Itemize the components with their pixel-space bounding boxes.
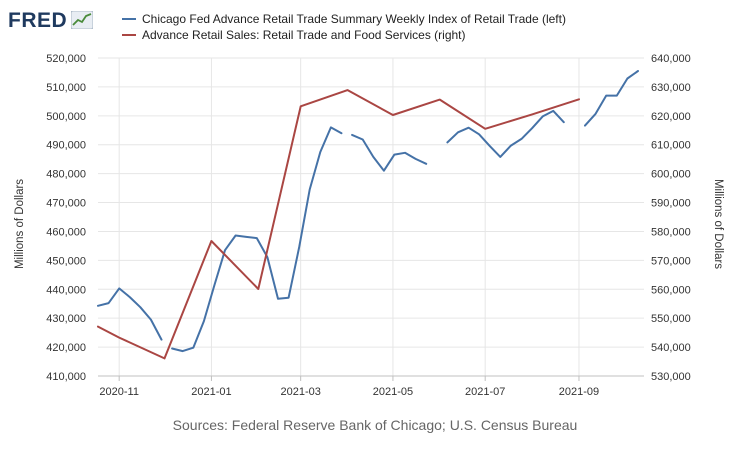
series-weekly-index-line-seg-3 (446, 109, 565, 158)
y-right-tick-label: 550,000 (651, 313, 691, 325)
x-tick-label: 2021-03 (280, 386, 320, 398)
fred-logo[interactable]: FRED (8, 8, 94, 32)
x-tick-label: 2021-01 (191, 386, 231, 398)
source-note: Sources: Federal Reserve Bank of Chicago… (172, 417, 578, 433)
series-weekly-index-line-seg-1 (171, 126, 343, 353)
trend-line-icon (71, 11, 94, 29)
y-right-tick-label: 590,000 (651, 198, 691, 210)
legend-item-retail-sales[interactable]: Advance Retail Sales: Retail Trade and F… (122, 27, 566, 43)
y-left-tick-label: 520,000 (46, 53, 86, 65)
y-axis-right: 530,000 540,000 550,000 560,000 570,000 580,0… (651, 53, 691, 383)
legend-swatch-red (122, 34, 136, 36)
y-axis-right-title: Millions of Dollars (712, 178, 724, 270)
y-left-tick-label: 470,000 (46, 198, 86, 210)
legend-item-weekly-index[interactable]: Chicago Fed Advance Retail Trade Summary… (122, 11, 566, 27)
gridlines (98, 57, 644, 377)
fred-logo-text: FRED (8, 8, 68, 32)
y-left-tick-label: 460,000 (46, 226, 86, 238)
legend-swatch-blue (122, 18, 136, 20)
series-weekly-index-line-seg-2 (351, 133, 428, 172)
y-left-tick-label: 420,000 (46, 342, 86, 354)
y-axis-left: 410,000 420,000 430,000 440,000 450,000 460,0… (46, 53, 86, 383)
y-left-tick-label: 480,000 (46, 169, 86, 181)
series-weekly-index-line-seg-4 (584, 70, 639, 127)
y-left-tick-label: 430,000 (46, 313, 86, 325)
x-tick-label: 2021-09 (559, 386, 599, 398)
legend-label-weekly-index: Chicago Fed Advance Retail Trade Summary… (142, 12, 566, 26)
y-axis-left-title: Millions of Dollars (14, 178, 26, 270)
y-right-tick-label: 560,000 (651, 284, 691, 296)
y-right-tick-label: 530,000 (651, 371, 691, 383)
legend: Chicago Fed Advance Retail Trade Summary… (122, 11, 566, 43)
series-weekly-index-line-seg-0 (97, 287, 163, 341)
y-left-tick-label: 510,000 (46, 82, 86, 94)
y-left-tick-label: 500,000 (46, 111, 86, 123)
y-right-tick-label: 600,000 (651, 169, 691, 181)
x-axis: 2020-11 2021-01 2021-03 2021-05 2021-07 2021-… (98, 375, 644, 398)
y-left-tick-label: 450,000 (46, 255, 86, 267)
y-right-tick-label: 640,000 (651, 53, 691, 65)
y-right-tick-label: 630,000 (651, 82, 691, 94)
series-retail-sales-line-seg-0 (97, 89, 580, 360)
y-left-tick-label: 490,000 (46, 140, 86, 152)
y-right-tick-label: 540,000 (651, 342, 691, 354)
x-tick-label: 2021-07 (465, 386, 505, 398)
y-right-tick-label: 620,000 (651, 111, 691, 123)
legend-label-retail-sales: Advance Retail Sales: Retail Trade and F… (142, 28, 466, 42)
series-lines (97, 70, 639, 360)
y-left-tick-label: 410,000 (46, 371, 86, 383)
y-right-tick-label: 610,000 (651, 140, 691, 152)
x-tick-label: 2020-11 (99, 386, 139, 398)
y-left-tick-label: 440,000 (46, 284, 86, 296)
x-tick-label: 2021-05 (373, 386, 413, 398)
y-right-tick-label: 580,000 (651, 226, 691, 238)
y-right-tick-label: 570,000 (651, 255, 691, 267)
